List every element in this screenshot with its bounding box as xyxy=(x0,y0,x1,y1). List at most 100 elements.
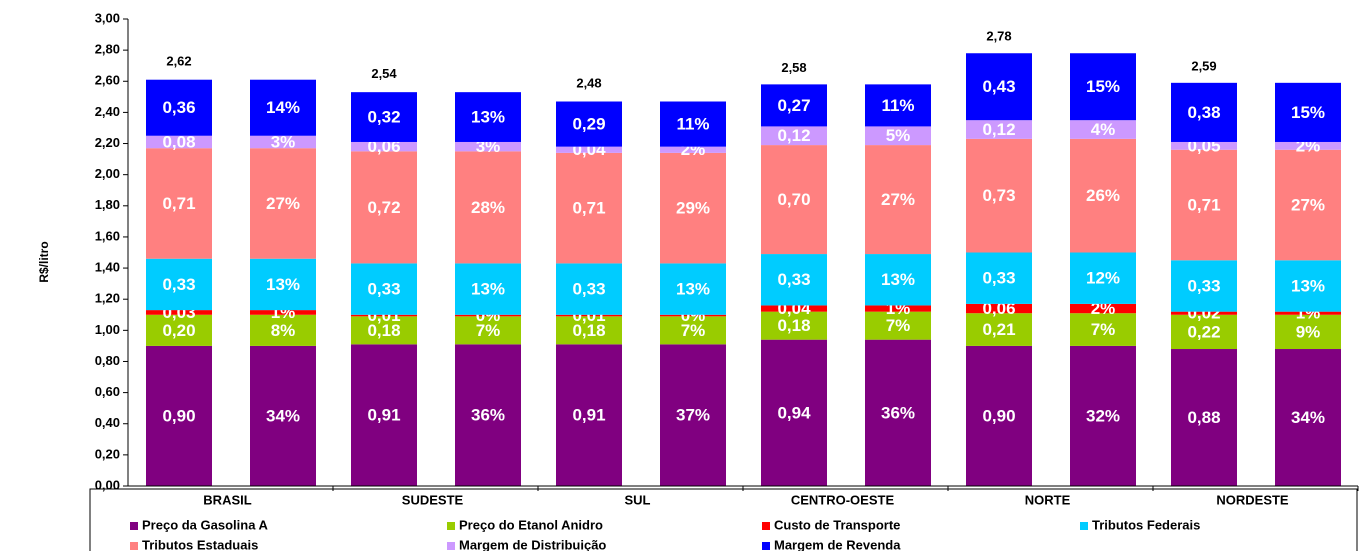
share-label: 15% xyxy=(1291,103,1325,122)
share-bar-segment xyxy=(865,311,931,340)
x-tick-label: NORTE xyxy=(1025,492,1071,507)
bar-segment xyxy=(146,148,212,259)
bar-segment xyxy=(556,146,622,153)
share-label: 36% xyxy=(881,403,915,422)
y-tick-label: 1,40 xyxy=(95,260,120,275)
bar-segment xyxy=(351,92,417,142)
share-bar-segment xyxy=(455,316,521,345)
bar-segment xyxy=(351,314,417,317)
share-bar-segment xyxy=(250,345,316,486)
bar-segment xyxy=(1171,149,1237,261)
share-label: 32% xyxy=(1086,406,1120,425)
bar-segment xyxy=(146,345,212,486)
share-label: 3% xyxy=(271,132,296,151)
total-label: 2,58 xyxy=(781,60,806,75)
share-bar-segment xyxy=(660,344,726,486)
share-label: 37% xyxy=(676,406,710,425)
share-bar-segment xyxy=(1275,260,1341,312)
x-tick-label: BRASIL xyxy=(203,492,251,507)
legend-label: Margem de Revenda xyxy=(774,537,901,551)
bar-segment xyxy=(761,254,827,306)
bar-segment xyxy=(966,345,1032,486)
value-label: 0,73 xyxy=(982,186,1015,205)
y-tick-label: 1,00 xyxy=(95,322,120,337)
share-label: 27% xyxy=(881,190,915,209)
bar-segment xyxy=(761,145,827,255)
bar-segment xyxy=(556,152,622,264)
share-bar-segment xyxy=(1070,252,1136,304)
share-bar-segment xyxy=(455,92,521,142)
value-label: 0,18 xyxy=(367,321,400,340)
share-label: 15% xyxy=(1086,77,1120,96)
bar-segment xyxy=(556,344,622,486)
value-label: 0,33 xyxy=(777,270,810,289)
bar-segment xyxy=(966,303,1032,314)
y-tick-label: 2,80 xyxy=(95,42,120,57)
bar-segment xyxy=(351,151,417,264)
value-label: 0,29 xyxy=(572,115,605,134)
share-label: 26% xyxy=(1086,186,1120,205)
value-label: 0,33 xyxy=(1187,276,1220,295)
share-bar-segment xyxy=(1070,345,1136,486)
share-bar-segment xyxy=(455,314,521,317)
share-label: 36% xyxy=(471,406,505,425)
value-label: 0,33 xyxy=(367,280,400,299)
y-tick-label: 0,80 xyxy=(95,353,120,368)
share-label: 9% xyxy=(1296,322,1321,341)
y-tick-label: 2,20 xyxy=(95,135,120,150)
value-label: 0,90 xyxy=(162,406,195,425)
share-bar-segment xyxy=(1070,313,1136,346)
bar-segment xyxy=(966,252,1032,304)
share-label: 7% xyxy=(476,321,501,340)
share-label: 11% xyxy=(676,115,709,134)
legend-box xyxy=(89,488,1358,551)
share-label: 27% xyxy=(1291,196,1325,215)
share-bar-segment xyxy=(865,84,931,127)
share-label: 13% xyxy=(471,280,505,299)
share-bar-segment xyxy=(865,126,931,146)
share-bar-segment xyxy=(865,145,931,255)
share-label: 13% xyxy=(1291,276,1325,295)
share-bar-segment xyxy=(1275,82,1341,142)
value-label: 0,91 xyxy=(367,406,400,425)
share-label: 11% xyxy=(881,96,914,115)
x-tick-label: SUL xyxy=(625,492,651,507)
bar-segment xyxy=(966,120,1032,139)
share-label: 7% xyxy=(681,321,706,340)
value-label: 0,43 xyxy=(982,77,1015,96)
value-label: 0,12 xyxy=(982,120,1015,139)
share-bar-segment xyxy=(455,263,521,315)
bar-segment xyxy=(966,313,1032,346)
share-bar-segment xyxy=(1070,138,1136,253)
share-bar-segment xyxy=(1070,303,1136,314)
bar-segment xyxy=(556,314,622,317)
share-label: 34% xyxy=(266,406,300,425)
legend-swatch xyxy=(762,542,770,550)
y-axis-title: R$/litro xyxy=(37,241,51,282)
x-tick-label: NORDESTE xyxy=(1216,492,1289,507)
y-tick-label: 0,40 xyxy=(95,415,120,430)
bar-segment xyxy=(146,258,212,311)
value-label: 0,36 xyxy=(162,98,195,117)
bar-segment xyxy=(146,135,212,149)
share-bar-segment xyxy=(1275,314,1341,350)
y-tick-label: 0,00 xyxy=(95,477,120,492)
share-bar-segment xyxy=(250,314,316,346)
share-label: 27% xyxy=(266,194,300,213)
share-bar-segment xyxy=(865,339,931,486)
share-label: 13% xyxy=(471,108,505,127)
share-bar-segment xyxy=(865,254,931,306)
y-tick-label: 3,00 xyxy=(95,10,120,25)
share-bar-segment xyxy=(1070,120,1136,139)
share-bar-segment xyxy=(660,314,726,317)
total-label: 2,59 xyxy=(1191,58,1216,73)
value-label: 0,08 xyxy=(162,132,195,151)
y-tick-label: 1,80 xyxy=(95,197,120,212)
legend-swatch xyxy=(762,522,770,530)
share-label: 13% xyxy=(266,275,300,294)
bar-segment xyxy=(351,263,417,315)
share-bar-segment xyxy=(1275,349,1341,486)
share-bar-segment xyxy=(455,344,521,486)
share-label: 28% xyxy=(471,198,505,217)
total-label: 2,78 xyxy=(986,29,1011,44)
